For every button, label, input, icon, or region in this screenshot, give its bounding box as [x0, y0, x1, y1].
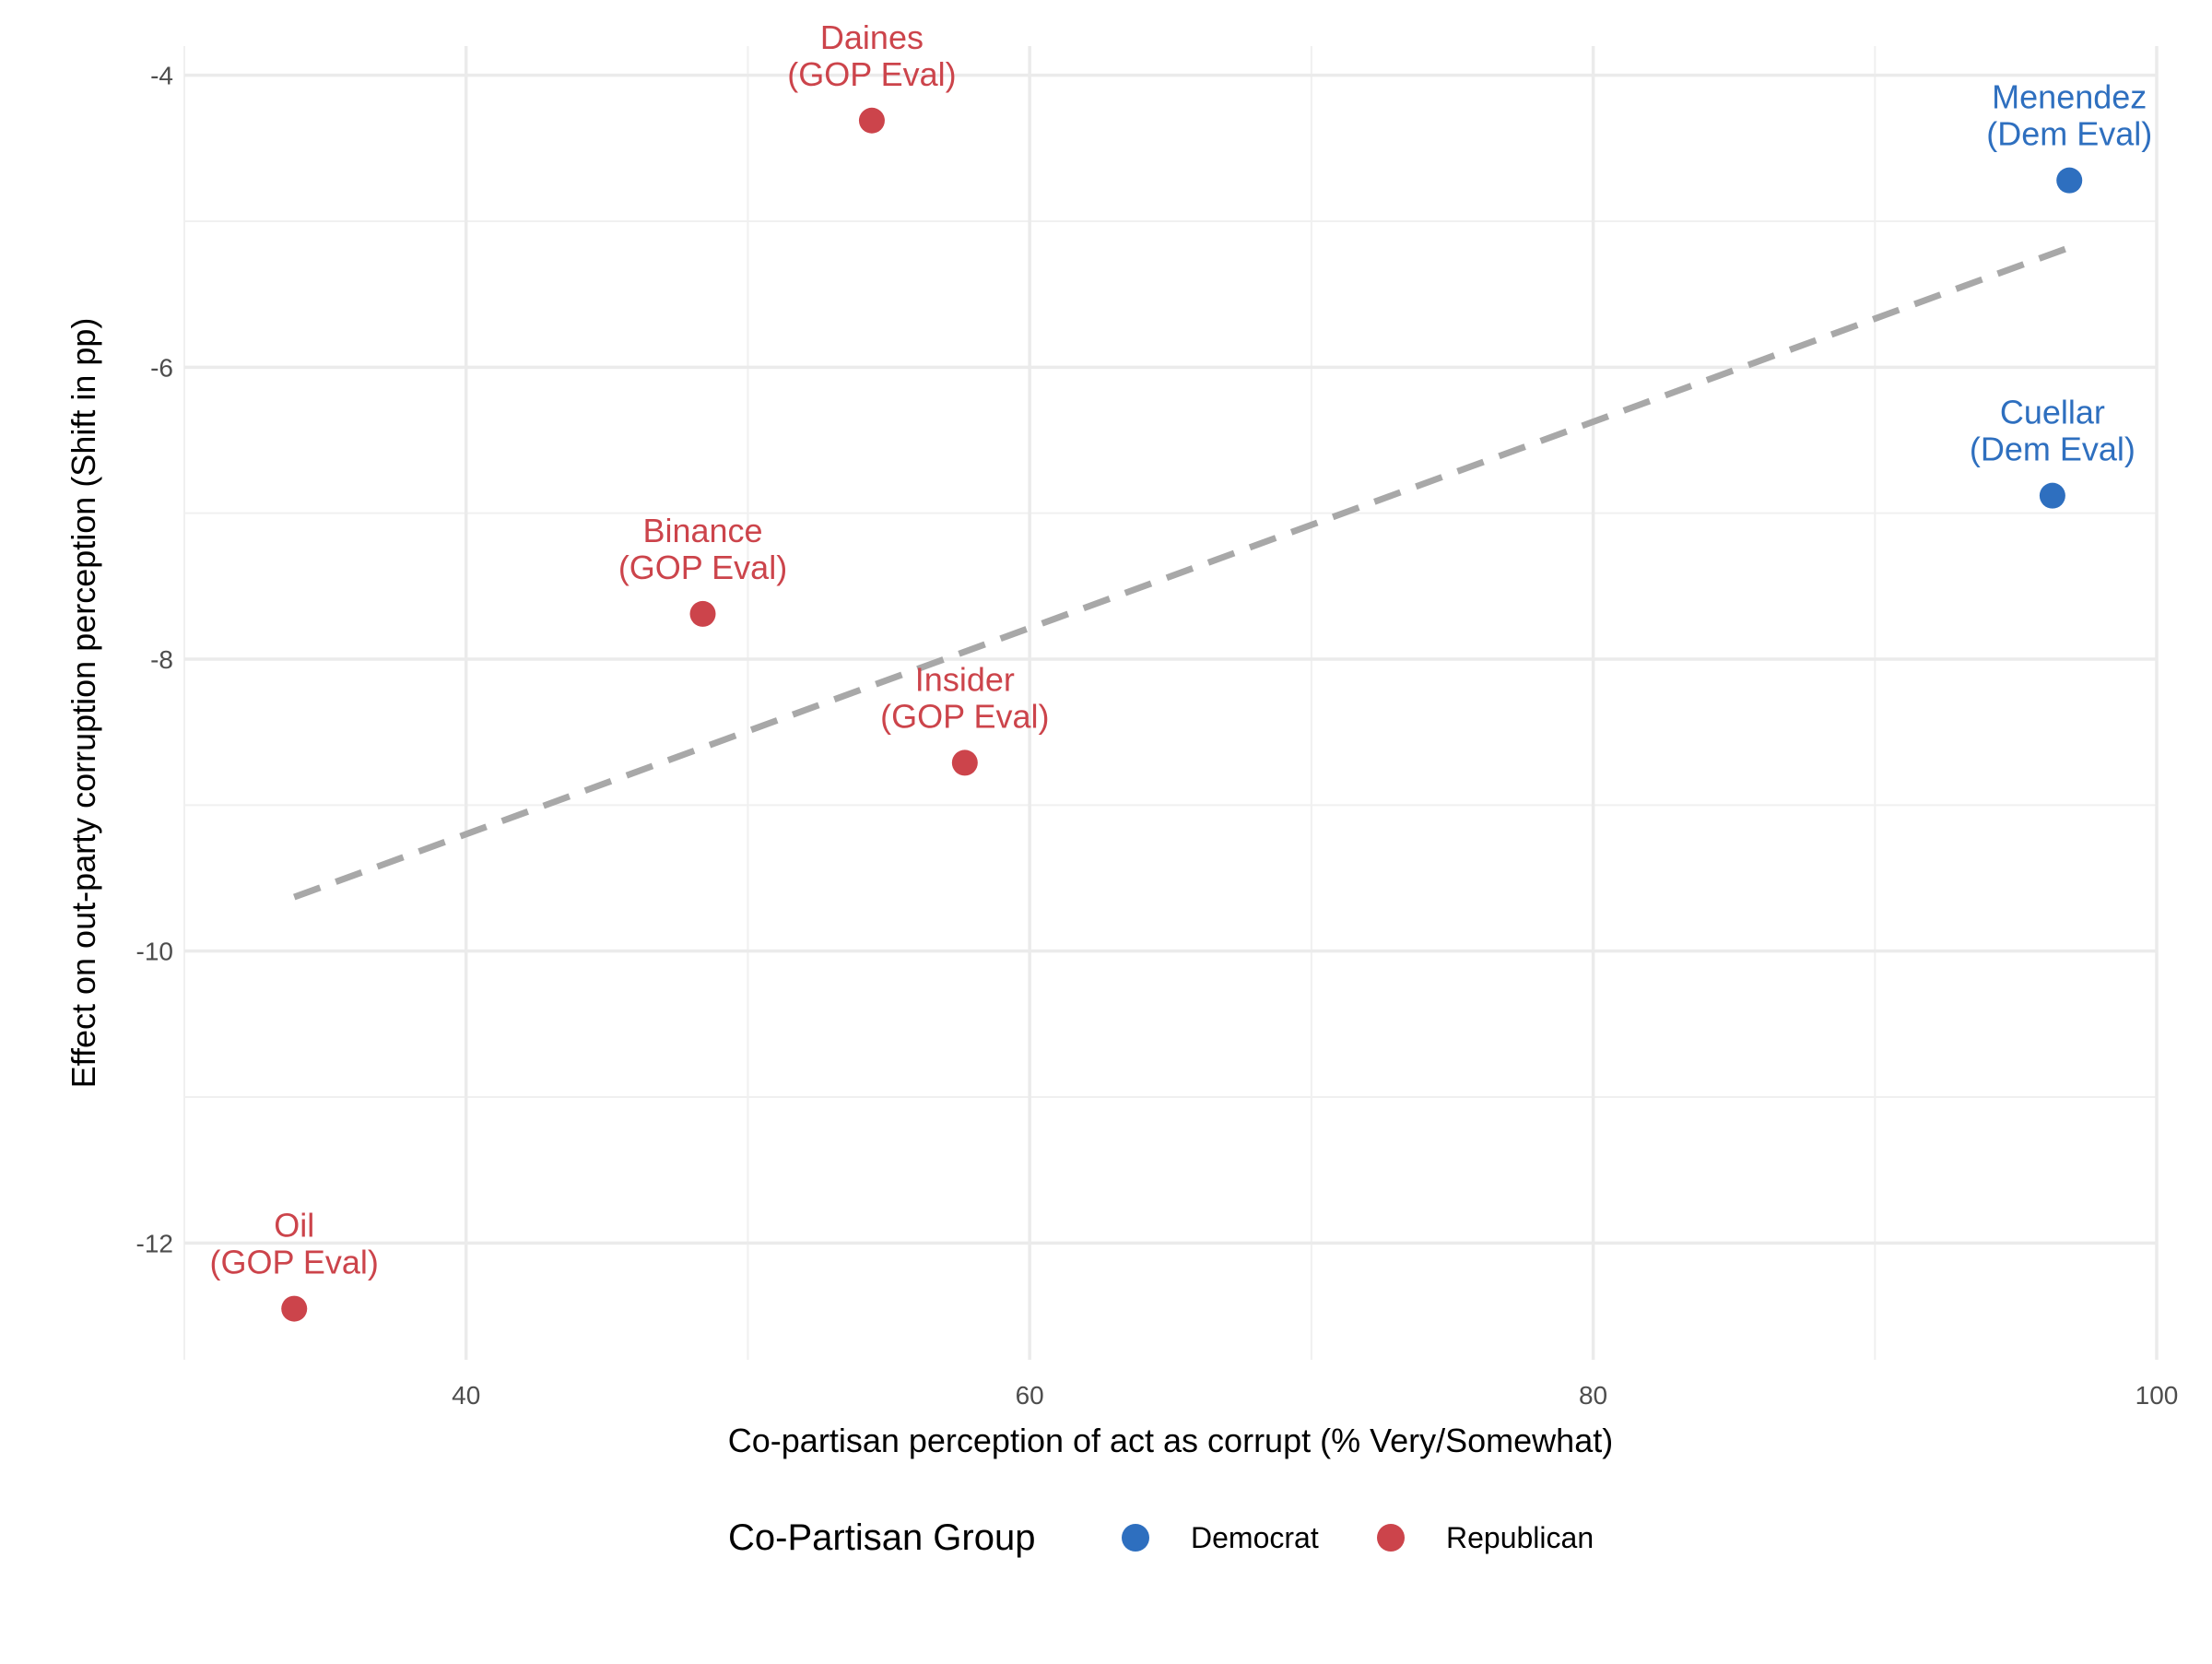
- legend-label-republican: Republican: [1446, 1521, 1594, 1554]
- point-label-eval: (GOP Eval): [618, 549, 787, 586]
- axes: 40 60 80 100 -12 -10 -8 -6 -4 Co-partisan percept…: [65, 62, 2178, 1459]
- trend-line-layer: [293, 244, 2071, 901]
- point-label: Oil (GOP Eval): [210, 1207, 379, 1281]
- x-tick-label: 100: [2136, 1381, 2179, 1410]
- legend-key-republican: [1377, 1524, 1405, 1552]
- trend-line: [293, 244, 2071, 901]
- point-label: Binance (GOP Eval): [618, 512, 787, 586]
- point-label-name: Oil: [274, 1207, 314, 1245]
- point-label: Daines (GOP Eval): [787, 18, 956, 93]
- grid: [183, 46, 2159, 1360]
- point-label-eval: (Dem Eval): [1970, 431, 2136, 468]
- scatter-point-republican: [689, 600, 716, 627]
- x-tick-label: 60: [1016, 1381, 1044, 1410]
- point-label-name: Cuellar: [2000, 394, 2105, 431]
- y-tick-label: -10: [136, 938, 173, 966]
- points-layer: [281, 107, 2083, 1322]
- legend-label-democrat: Democrat: [1191, 1521, 1319, 1554]
- point-label-name: Menendez: [1992, 78, 2147, 116]
- point-label-eval: (GOP Eval): [880, 697, 1049, 735]
- scatter-point-republican: [858, 107, 885, 134]
- scatter-point-democrat: [2056, 167, 2083, 194]
- point-label-name: Insider: [915, 660, 1015, 698]
- y-tick-label: -4: [150, 62, 173, 90]
- y-axis-title: Effect on out-party corruption perceptio…: [65, 318, 102, 1089]
- legend-key-democrat: [1122, 1524, 1149, 1552]
- y-tick-label: -8: [150, 645, 173, 674]
- y-tick-label: -12: [136, 1229, 173, 1257]
- point-labels-layer: Menendez (Dem Eval)Cuellar (Dem Eval)Daine…: [210, 18, 2153, 1281]
- point-label-name: Daines: [820, 18, 924, 56]
- legend-title: Co-Partisan Group: [728, 1517, 1035, 1558]
- scatter-point-democrat: [2039, 482, 2065, 509]
- x-axis-title: Co-partisan perception of act as corrupt…: [728, 1422, 1613, 1459]
- point-label-eval: (Dem Eval): [1986, 115, 2152, 153]
- scatter-point-republican: [281, 1295, 308, 1322]
- point-label: Menendez (Dem Eval): [1986, 78, 2152, 153]
- x-tick-label: 80: [1579, 1381, 1607, 1410]
- point-label-eval: (GOP Eval): [210, 1244, 379, 1281]
- point-label-name: Binance: [642, 512, 762, 549]
- point-label: Insider (GOP Eval): [880, 660, 1049, 735]
- point-label: Cuellar (Dem Eval): [1970, 394, 2136, 468]
- y-tick-label: -6: [150, 353, 173, 382]
- legend: Co-Partisan Group Democrat Republican: [728, 1517, 1594, 1558]
- scatter-point-republican: [951, 749, 978, 776]
- x-tick-label: 40: [452, 1381, 480, 1410]
- point-label-eval: (GOP Eval): [787, 55, 956, 93]
